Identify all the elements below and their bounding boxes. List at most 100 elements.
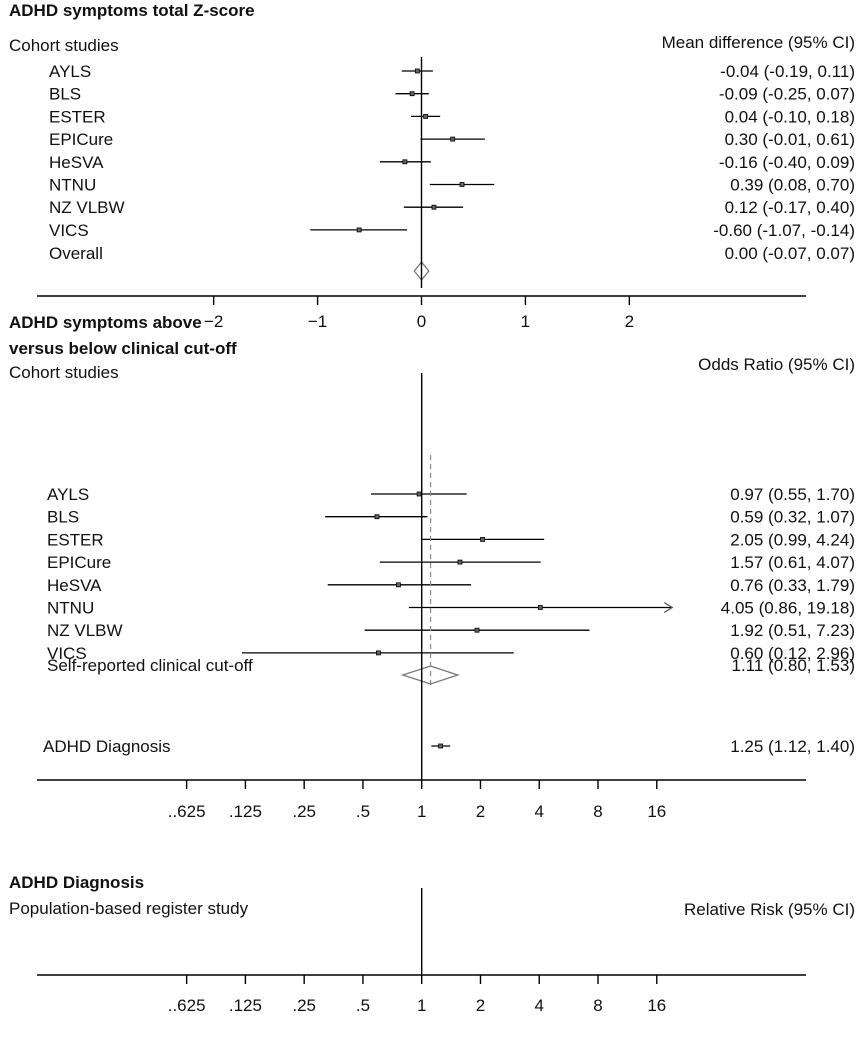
- panel1-x-axis: −2 −1 0 1 2: [37, 57, 806, 331]
- point-estimate: [450, 136, 456, 142]
- study-row: BLS 0.59 (0.32, 1.07): [47, 508, 855, 527]
- study-ci-text: -0.09 (-0.25, 0.07): [719, 85, 855, 104]
- study-row: NTNU 0.39 (0.08, 0.70): [49, 176, 855, 195]
- x-tick-label: 16: [647, 996, 666, 1015]
- x-tick-label: 4: [535, 996, 544, 1015]
- study-ci-text: 4.05 (0.86, 19.18): [721, 599, 855, 618]
- point-estimate: [396, 582, 401, 588]
- study-label: NZ VLBW: [49, 198, 125, 217]
- overall-row: Overall 0.00 (-0.07, 0.07): [49, 244, 855, 282]
- study-ci-text: 0.30 (-0.01, 0.61): [725, 130, 855, 149]
- x-tick-label: −2: [204, 312, 223, 331]
- point-estimate: [423, 114, 429, 119]
- study-ci-text: 1.25 (1.12, 1.40): [730, 737, 855, 756]
- panel3-subtitle: Population-based register study: [9, 899, 249, 918]
- study-row: EPICure 1.57 (0.61, 4.07): [47, 553, 855, 572]
- study-row: ADHD Diagnosis 1.25 (1.12, 1.40): [43, 737, 855, 756]
- point-estimate: [474, 627, 480, 633]
- study-label: EPICure: [49, 130, 113, 149]
- point-estimate: [459, 182, 465, 187]
- panel1-subtitle: Cohort studies: [9, 36, 119, 55]
- panel-clinical-cutoff: ADHD symptoms above versus below clinica…: [9, 313, 855, 821]
- x-tick-label: ..625: [168, 802, 206, 821]
- study-ci-text: 0.76 (0.33, 1.79): [730, 576, 855, 595]
- study-ci-text: 0.04 (-0.10, 0.18): [725, 107, 855, 126]
- x-tick-label: 8: [593, 996, 602, 1015]
- panel2-title-line2: versus below clinical cut-off: [9, 339, 237, 358]
- study-row: BLS -0.09 (-0.25, 0.07): [49, 85, 855, 104]
- study-ci-text: 0.12 (-0.17, 0.40): [725, 198, 855, 217]
- overall-row: Self-reported clinical cut-off 1.11 (0.80…: [47, 656, 856, 685]
- study-ci-text: 0.59 (0.32, 1.07): [730, 508, 855, 527]
- panel1-rows: AYLS -0.04 (-0.19, 0.11) BLS -0.09 (-0.25, …: [49, 62, 855, 282]
- panel3-x-axis: ..625 .125 .25 .5 1 2 4 8 16: [37, 888, 806, 1015]
- study-row: HeSVA -0.16 (-0.40, 0.09): [49, 153, 855, 172]
- study-row: ESTER 0.04 (-0.10, 0.18): [49, 107, 855, 126]
- panel2-subtitle: Cohort studies: [9, 363, 119, 382]
- x-tick-label: 2: [476, 996, 485, 1015]
- study-label: EPICure: [47, 553, 111, 572]
- x-tick-label: 1: [417, 996, 426, 1015]
- panel3-rows: ADHD Diagnosis 1.25 (1.12, 1.40): [43, 737, 855, 756]
- study-ci-text: 1.57 (0.61, 4.07): [730, 553, 855, 572]
- study-row: HeSVA 0.76 (0.33, 1.79): [47, 576, 855, 595]
- study-ci-text: 0.60 (0.12, 2.96): [730, 644, 855, 663]
- panel-z-score: ADHD symptoms total Z-score Cohort studi…: [9, 1, 855, 331]
- x-tick-label: .125: [229, 996, 262, 1015]
- x-tick-label: 2: [476, 802, 485, 821]
- ci-arrow: [663, 601, 674, 614]
- study-row: AYLS -0.04 (-0.19, 0.11): [49, 62, 855, 81]
- x-tick-label: 8: [593, 802, 602, 821]
- point-estimate: [480, 537, 485, 542]
- overall-label: Self-reported clinical cut-off: [47, 656, 253, 675]
- panel1-title: ADHD symptoms total Z-score: [9, 1, 255, 20]
- point-estimate: [457, 559, 463, 565]
- x-tick-label: 0: [417, 312, 426, 331]
- panel3-effect-header: Relative Risk (95% CI): [684, 900, 855, 919]
- panel3-title: ADHD Diagnosis: [9, 873, 144, 892]
- point-estimate: [402, 159, 408, 165]
- overall-label: Overall: [49, 244, 103, 263]
- study-label: HeSVA: [49, 153, 104, 172]
- panel2-rows: AYLS 0.97 (0.55, 1.70) BLS 0.59 (0.32, 1.07…: [47, 485, 856, 685]
- study-ci-text: 0.39 (0.08, 0.70): [730, 176, 855, 195]
- study-label: VICS: [49, 221, 89, 240]
- x-tick-label: 4: [535, 802, 544, 821]
- x-tick-label: 1: [521, 312, 530, 331]
- panel1-effect-header: Mean difference (95% CI): [662, 33, 855, 52]
- study-ci-text: 0.97 (0.55, 1.70): [730, 485, 855, 504]
- point-estimate: [416, 491, 422, 497]
- study-label: NTNU: [47, 599, 94, 618]
- study-ci-text: -0.04 (-0.19, 0.11): [720, 62, 855, 81]
- study-label: ADHD Diagnosis: [43, 737, 171, 756]
- study-ci-text: -0.60 (-1.07, -0.14): [713, 221, 855, 240]
- point-estimate: [438, 743, 444, 749]
- point-estimate: [374, 514, 380, 520]
- point-estimate: [414, 68, 420, 74]
- study-row: AYLS 0.97 (0.55, 1.70): [47, 485, 855, 504]
- study-row: VICS 0.60 (0.12, 2.96): [47, 644, 855, 663]
- study-label: AYLS: [47, 485, 89, 504]
- study-label: HeSVA: [47, 576, 102, 595]
- panel2-effect-header: Odds Ratio (95% CI): [698, 355, 855, 374]
- study-label: BLS: [49, 85, 81, 104]
- point-estimate: [356, 227, 362, 233]
- point-estimate: [409, 91, 415, 97]
- overall-ci-text: 1.11 (0.80, 1.53): [732, 656, 856, 675]
- panel2-title-line1: ADHD symptoms above: [9, 313, 202, 332]
- study-row: EPICure 0.30 (-0.01, 0.61): [49, 130, 855, 149]
- study-ci-text: 2.05 (0.99, 4.24): [730, 530, 855, 549]
- study-label: NZ VLBW: [47, 621, 123, 640]
- study-label: ESTER: [49, 107, 106, 126]
- x-tick-label: 16: [647, 802, 666, 821]
- panel-adhd-diagnosis: ADHD Diagnosis Population-based register…: [9, 737, 855, 1015]
- point-estimate: [431, 204, 437, 210]
- x-tick-label: 1: [417, 802, 426, 821]
- point-estimate: [537, 605, 543, 610]
- study-row: VICS -0.60 (-1.07, -0.14): [49, 221, 855, 240]
- point-estimate: [375, 650, 381, 656]
- x-tick-label: ..625: [168, 996, 206, 1015]
- study-ci-text: -0.16 (-0.40, 0.09): [719, 153, 855, 172]
- study-row: NTNU 4.05 (0.86, 19.18): [47, 599, 855, 618]
